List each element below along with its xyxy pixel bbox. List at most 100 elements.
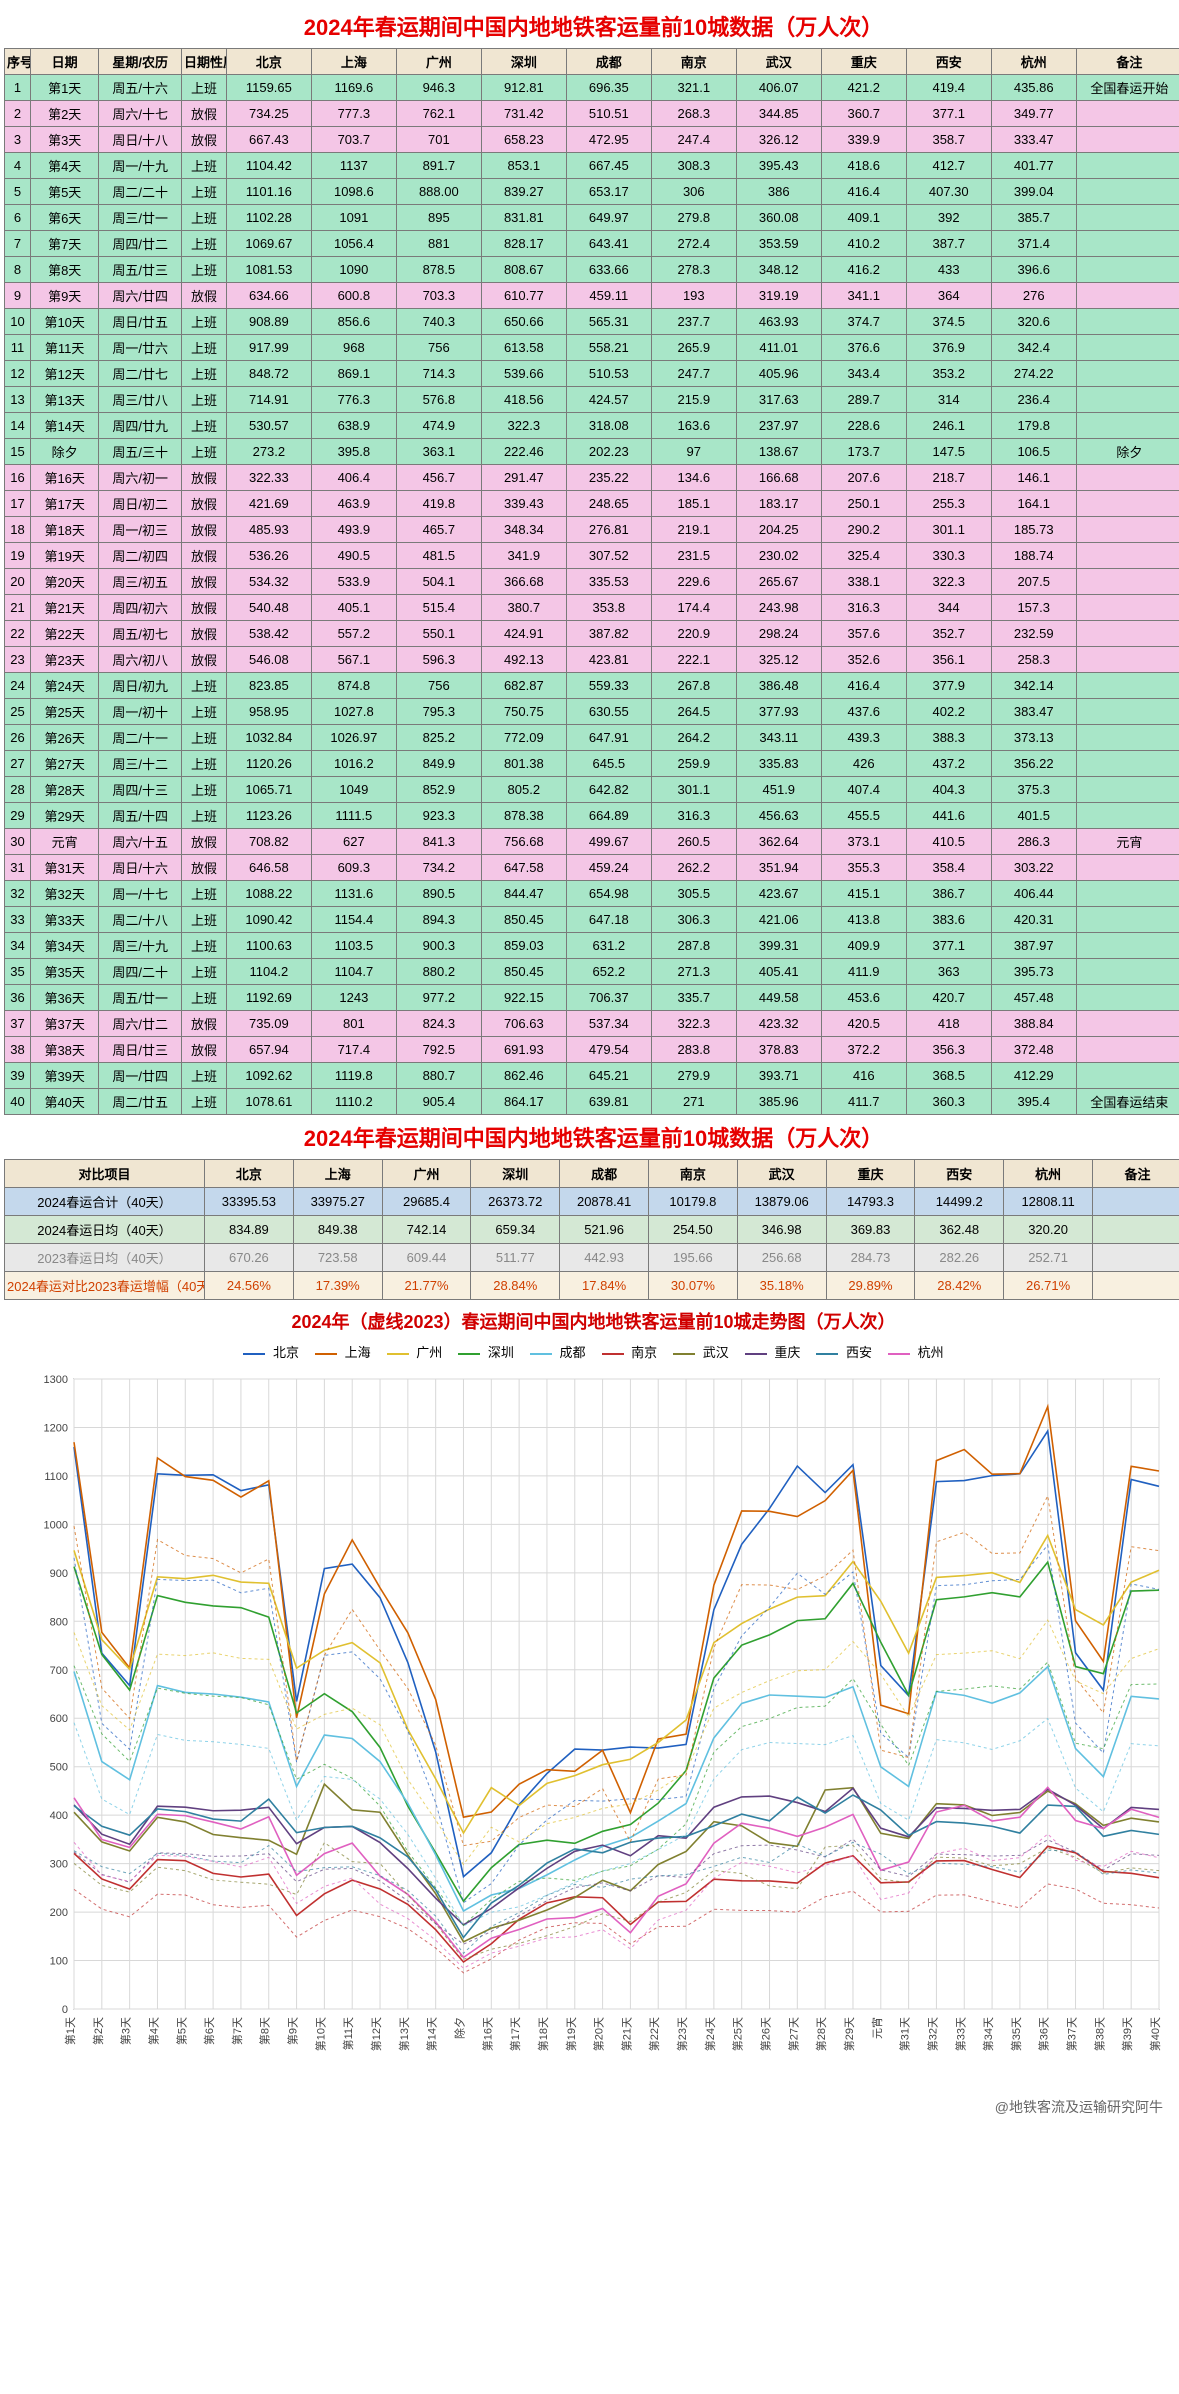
table-cell: 801.38 — [481, 751, 566, 777]
table-cell: 437.2 — [906, 751, 991, 777]
main-table: 序号日期星期/农历日期性质北京上海广州深圳成都南京武汉重庆西安杭州备注 1第1天… — [4, 48, 1179, 1115]
table-cell: 795.3 — [396, 699, 481, 725]
table-cell: 465.7 — [396, 517, 481, 543]
table-cell: 第20天 — [30, 569, 98, 595]
table-cell: 上班 — [182, 413, 227, 439]
table-cell — [1076, 257, 1179, 283]
table-cell: 上班 — [182, 361, 227, 387]
table-cell: 35 — [5, 959, 31, 985]
table-cell: 387.97 — [991, 933, 1076, 959]
table-cell: 756 — [396, 673, 481, 699]
table-cell: 14793.3 — [826, 1188, 915, 1216]
table-cell: 395.4 — [991, 1089, 1076, 1115]
table-cell: 周二/初四 — [99, 543, 182, 569]
table-cell: 周六/初一 — [99, 465, 182, 491]
table-cell: 459.11 — [566, 283, 651, 309]
table-cell: 第8天 — [30, 257, 98, 283]
table-cell: 1104.42 — [226, 153, 311, 179]
table-cell: 558.21 — [566, 335, 651, 361]
table-cell: 844.47 — [481, 881, 566, 907]
table-cell: 周二/廿五 — [99, 1089, 182, 1115]
table-cell: 805.2 — [481, 777, 566, 803]
table-cell: 613.58 — [481, 335, 566, 361]
table-cell: 1192.69 — [226, 985, 311, 1011]
table-row: 9第9天周六/廿四放假634.66600.8703.3610.77459.111… — [5, 283, 1179, 309]
table-cell: 除夕 — [30, 439, 98, 465]
table-cell: 652.2 — [566, 959, 651, 985]
table-cell: 1091 — [311, 205, 396, 231]
table-cell: 734.25 — [226, 101, 311, 127]
table-cell: 375.3 — [991, 777, 1076, 803]
table-cell: 646.58 — [226, 855, 311, 881]
table-cell: 97 — [651, 439, 736, 465]
table-cell: 356.1 — [906, 647, 991, 673]
table-cell: 第3天 — [30, 127, 98, 153]
table-cell: 316.3 — [651, 803, 736, 829]
table-cell: 10179.8 — [648, 1188, 737, 1216]
table-cell: 第34天 — [30, 933, 98, 959]
table-cell: 333.47 — [991, 127, 1076, 153]
table-cell: 放假 — [182, 543, 227, 569]
svg-text:第40天: 第40天 — [1148, 2017, 1162, 2051]
table-cell: 23 — [5, 647, 31, 673]
legend-item: 北京 — [243, 1345, 299, 1360]
table-cell: 164.1 — [991, 491, 1076, 517]
table-cell: 上班 — [182, 387, 227, 413]
table-row: 6第6天周三/廿一上班1102.281091895831.81649.97279… — [5, 205, 1179, 231]
table-cell — [1076, 465, 1179, 491]
table-cell: 418.56 — [481, 387, 566, 413]
table-cell: 740.3 — [396, 309, 481, 335]
table-cell: 237.7 — [651, 309, 736, 335]
svg-text:500: 500 — [49, 1762, 67, 1774]
table-cell: 377.1 — [906, 933, 991, 959]
table-cell: 上班 — [182, 751, 227, 777]
table-cell: 周二/二十 — [99, 179, 182, 205]
table-row: 23第23天周六/初八放假546.08567.1596.3492.13423.8… — [5, 647, 1179, 673]
table-cell: 287.8 — [651, 933, 736, 959]
table-cell: 890.5 — [396, 881, 481, 907]
table-row: 4第4天周一/十九上班1104.421137891.7853.1667.4530… — [5, 153, 1179, 179]
table-cell: 周三/十九 — [99, 933, 182, 959]
table-cell: 第32天 — [30, 881, 98, 907]
table-cell: 849.9 — [396, 751, 481, 777]
table-cell: 放假 — [182, 595, 227, 621]
table-cell: 周六/十五 — [99, 829, 182, 855]
table-cell: 364 — [906, 283, 991, 309]
table-cell: 周四/廿二 — [99, 231, 182, 257]
table-cell: 229.6 — [651, 569, 736, 595]
table-cell: 上班 — [182, 673, 227, 699]
table-cell: 20878.41 — [560, 1188, 649, 1216]
table-cell: 周二/廿七 — [99, 361, 182, 387]
table-cell: 周一/廿四 — [99, 1063, 182, 1089]
table-cell: 全国春运结束 — [1076, 1089, 1179, 1115]
table-cell: 周六/初八 — [99, 647, 182, 673]
table-cell: 第26天 — [30, 725, 98, 751]
table-cell: 357.6 — [821, 621, 906, 647]
table-cell: 周六/廿二 — [99, 1011, 182, 1037]
table-cell: 236.4 — [991, 387, 1076, 413]
table-cell: 15 — [5, 439, 31, 465]
svg-text:第10天: 第10天 — [313, 2017, 327, 2051]
table-cell: 905.4 — [396, 1089, 481, 1115]
table-cell: 268.3 — [651, 101, 736, 127]
table-cell: 411.01 — [736, 335, 821, 361]
table-cell: 878.38 — [481, 803, 566, 829]
table-cell: 399.04 — [991, 179, 1076, 205]
table-cell: 219.1 — [651, 517, 736, 543]
table-cell: 703.7 — [311, 127, 396, 153]
table-cell: 383.6 — [906, 907, 991, 933]
table-cell: 16 — [5, 465, 31, 491]
table-cell: 338.1 — [821, 569, 906, 595]
table-cell: 423.67 — [736, 881, 821, 907]
svg-text:第16天: 第16天 — [480, 2017, 494, 2051]
column-header: 西安 — [915, 1160, 1004, 1188]
table-row: 29第29天周五/十四上班1123.261111.5923.3878.38664… — [5, 803, 1179, 829]
svg-text:第37天: 第37天 — [1064, 2017, 1078, 2051]
svg-text:第25天: 第25天 — [730, 2017, 744, 2051]
table-cell: 放假 — [182, 647, 227, 673]
table-cell: 第37天 — [30, 1011, 98, 1037]
column-header: 广州 — [382, 1160, 471, 1188]
table-cell: 320.20 — [1004, 1216, 1093, 1244]
table-row: 32第32天周一/十七上班1088.221131.6890.5844.47654… — [5, 881, 1179, 907]
table-cell: 396.6 — [991, 257, 1076, 283]
